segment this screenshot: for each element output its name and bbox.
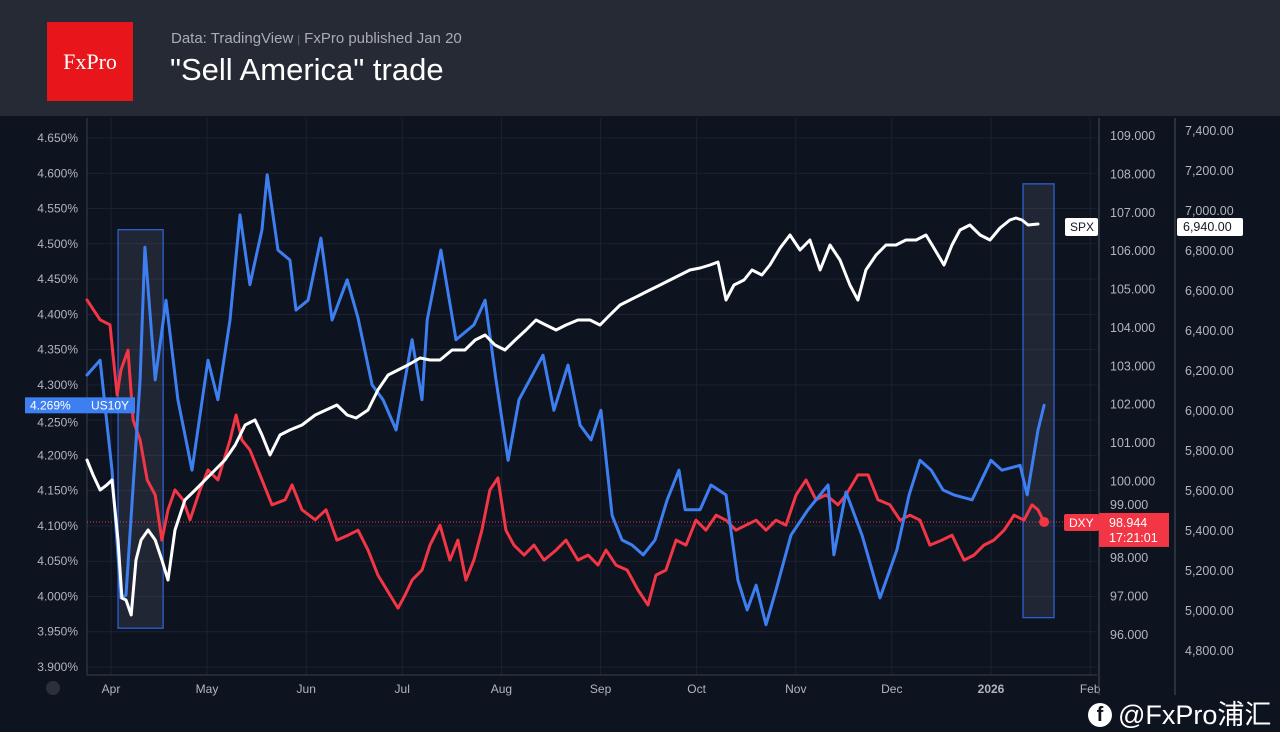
x-tick-label: Oct: [687, 682, 706, 696]
dxy-tick-label: 96.000: [1110, 628, 1148, 642]
dxy-name-label: DXY: [1069, 516, 1094, 530]
series-line-us10y: [85, 173, 1046, 627]
us10y-tick-label: 4.200%: [37, 448, 78, 462]
spx-tick-label: 6,000.00: [1185, 404, 1234, 418]
us10y-tick-label: 4.650%: [37, 131, 78, 145]
dxy-countdown: 17:21:01: [1109, 531, 1158, 545]
chart-source: Data: TradingView | FxPro published Jan 20: [171, 30, 462, 47]
published-date: FxPro published Jan 20: [304, 30, 462, 47]
dxy-tick-label: 102.000: [1110, 398, 1155, 412]
x-tick-label: Jul: [395, 682, 410, 696]
dxy-value-badge: [1099, 512, 1169, 547]
us10y-tick-label: 4.400%: [37, 307, 78, 321]
us10y-tick-label: 4.450%: [37, 272, 78, 286]
us10y-tick-label: 4.550%: [37, 202, 78, 216]
us10y-tick-label: 3.950%: [37, 625, 78, 639]
series-line-dxy: [85, 298, 1046, 610]
us10y-last-value: 4.269%: [30, 398, 71, 412]
spx-name-label: SPX: [1070, 220, 1094, 234]
dxy-name-badge: [1064, 513, 1099, 531]
series-line-spx: [85, 216, 1040, 617]
timezone-icon: [46, 681, 60, 695]
watermark: f @FxPro浦汇: [1088, 700, 1271, 730]
dxy-tick-label: 105.000: [1110, 283, 1155, 297]
us10y-badge: [25, 397, 135, 414]
spx-last-value: 6,940.00: [1183, 220, 1232, 234]
spx-tick-label: 5,800.00: [1185, 444, 1234, 458]
dxy-tick-label: 98.000: [1110, 551, 1148, 565]
us10y-tick-label: 4.600%: [37, 166, 78, 180]
dxy-tick-label: 103.000: [1110, 359, 1155, 373]
spx-tick-label: 5,400.00: [1185, 524, 1234, 538]
spx-tick-label: 7,000.00: [1185, 204, 1234, 218]
chart-header: FxPro Data: TradingView | FxPro published …: [0, 0, 1280, 116]
us10y-tick-label: 4.300%: [37, 378, 78, 392]
dxy-last-point: [1039, 516, 1050, 527]
us10y-tick-label: 4.250%: [37, 415, 78, 429]
dxy-last-value: 98.944: [1109, 516, 1147, 530]
separator: |: [297, 34, 301, 46]
highlight-box: [117, 229, 164, 629]
dxy-tick-label: 107.000: [1110, 206, 1155, 220]
spx-tick-label: 6,400.00: [1185, 324, 1234, 338]
us10y-tick-label: 4.050%: [37, 554, 78, 568]
dxy-tick-label: 100.000: [1110, 474, 1155, 488]
dxy-tick-label: 109.000: [1110, 129, 1155, 143]
data-source: Data: TradingView: [171, 30, 294, 47]
us10y-tick-label: 4.100%: [37, 519, 78, 533]
spx-tick-label: 6,800.00: [1185, 244, 1234, 258]
spx-tick-label: 7,200.00: [1185, 164, 1234, 178]
us10y-tick-label: 4.150%: [37, 484, 78, 498]
spx-tick-label: 5,000.00: [1185, 604, 1234, 618]
dxy-tick-label: 101.000: [1110, 436, 1155, 450]
spx-tick-label: 7,400.00: [1185, 124, 1234, 138]
x-tick-label: Dec: [881, 682, 902, 696]
x-tick-label: Apr: [102, 682, 121, 696]
x-tick-label: 2026: [978, 682, 1005, 696]
x-tick-label: Jun: [297, 682, 316, 696]
x-tick-label: Nov: [785, 682, 806, 696]
watermark-text: @FxPro浦汇: [1118, 700, 1272, 730]
spx-tick-label: 5,200.00: [1185, 564, 1234, 578]
x-tick-label: Feb: [1080, 682, 1101, 696]
spx-value-badge: [1177, 218, 1243, 236]
spx-tick-label: 6,600.00: [1185, 284, 1234, 298]
spx-tick-label: 4,800.00: [1185, 644, 1234, 658]
us10y-name-label: US10Y: [91, 398, 129, 412]
dxy-tick-label: 97.000: [1110, 590, 1148, 604]
x-tick-label: Aug: [491, 682, 512, 696]
dxy-tick-label: 104.000: [1110, 321, 1155, 335]
highlight-box: [1022, 183, 1055, 619]
dxy-tick-label: 108.000: [1110, 167, 1155, 181]
chart-title: "Sell America" trade: [170, 52, 444, 87]
us10y-tick-label: 4.500%: [37, 237, 78, 251]
x-tick-label: Sep: [590, 682, 612, 696]
us10y-tick-label: 3.900%: [37, 660, 78, 674]
x-tick-label: May: [196, 682, 219, 696]
fxpro-logo: FxPro: [47, 22, 133, 101]
dxy-tick-label: 106.000: [1110, 244, 1155, 258]
us10y-tick-label: 4.350%: [37, 343, 78, 357]
facebook-icon: f: [1088, 703, 1112, 727]
spx-tick-label: 6,200.00: [1185, 364, 1234, 378]
dxy-tick-label: 99.000: [1110, 498, 1148, 512]
spx-tick-label: 5,600.00: [1185, 484, 1234, 498]
us10y-tick-label: 4.000%: [37, 589, 78, 603]
spx-name-badge: [1065, 218, 1098, 236]
